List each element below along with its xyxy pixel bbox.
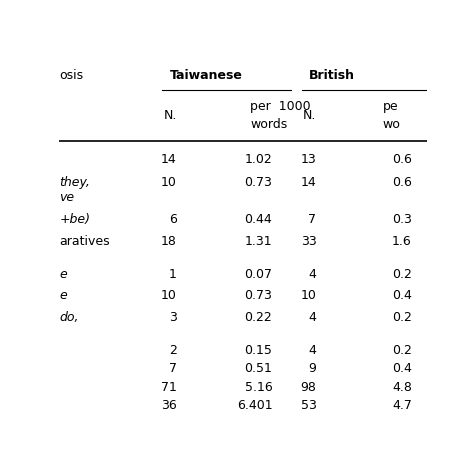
Text: 14: 14 [301,176,317,189]
Text: 1: 1 [169,267,177,281]
Text: Taiwanese: Taiwanese [169,69,242,82]
Text: e: e [59,290,67,302]
Text: 14: 14 [161,153,177,165]
Text: 0.44: 0.44 [245,213,272,226]
Text: 10: 10 [161,290,177,302]
Text: 1.6: 1.6 [392,235,412,248]
Text: 0.6: 0.6 [392,176,412,189]
Text: 53: 53 [301,399,317,412]
Text: 4: 4 [309,267,317,281]
Text: 5.16: 5.16 [245,381,272,394]
Text: 0.73: 0.73 [245,290,272,302]
Text: 4.7: 4.7 [392,399,412,412]
Text: 36: 36 [161,399,177,412]
Text: N.: N. [164,109,177,122]
Text: 0.2: 0.2 [392,267,412,281]
Text: British: British [309,69,355,82]
Text: 13: 13 [301,153,317,165]
Text: 4: 4 [309,311,317,324]
Text: aratives: aratives [59,235,110,248]
Text: 1.02: 1.02 [245,153,272,165]
Text: 7: 7 [169,363,177,375]
Text: wo: wo [383,118,401,131]
Text: 10: 10 [161,176,177,189]
Text: 0.22: 0.22 [245,311,272,324]
Text: e: e [59,267,67,281]
Text: 1.31: 1.31 [245,235,272,248]
Text: 0.2: 0.2 [392,344,412,357]
Text: 2: 2 [169,344,177,357]
Text: 7: 7 [309,213,317,226]
Text: 0.3: 0.3 [392,213,412,226]
Text: they,: they, [59,176,90,189]
Text: 6.401: 6.401 [237,399,272,412]
Text: osis: osis [59,69,83,82]
Text: 98: 98 [301,381,317,394]
Text: 6: 6 [169,213,177,226]
Text: per  1000: per 1000 [250,100,311,113]
Text: 4: 4 [309,344,317,357]
Text: 0.2: 0.2 [392,311,412,324]
Text: 18: 18 [161,235,177,248]
Text: do,: do, [59,311,79,324]
Text: 33: 33 [301,235,317,248]
Text: 10: 10 [301,290,317,302]
Text: ve: ve [59,191,74,204]
Text: 4.8: 4.8 [392,381,412,394]
Text: 0.73: 0.73 [245,176,272,189]
Text: 0.07: 0.07 [244,267,272,281]
Text: 0.6: 0.6 [392,153,412,165]
Text: words: words [250,118,288,131]
Text: 71: 71 [161,381,177,394]
Text: +be): +be) [59,213,90,226]
Text: 9: 9 [309,363,317,375]
Text: 0.51: 0.51 [245,363,272,375]
Text: pe: pe [383,100,398,113]
Text: N.: N. [303,109,317,122]
Text: 0.4: 0.4 [392,290,412,302]
Text: 0.4: 0.4 [392,363,412,375]
Text: 0.15: 0.15 [245,344,272,357]
Text: 3: 3 [169,311,177,324]
